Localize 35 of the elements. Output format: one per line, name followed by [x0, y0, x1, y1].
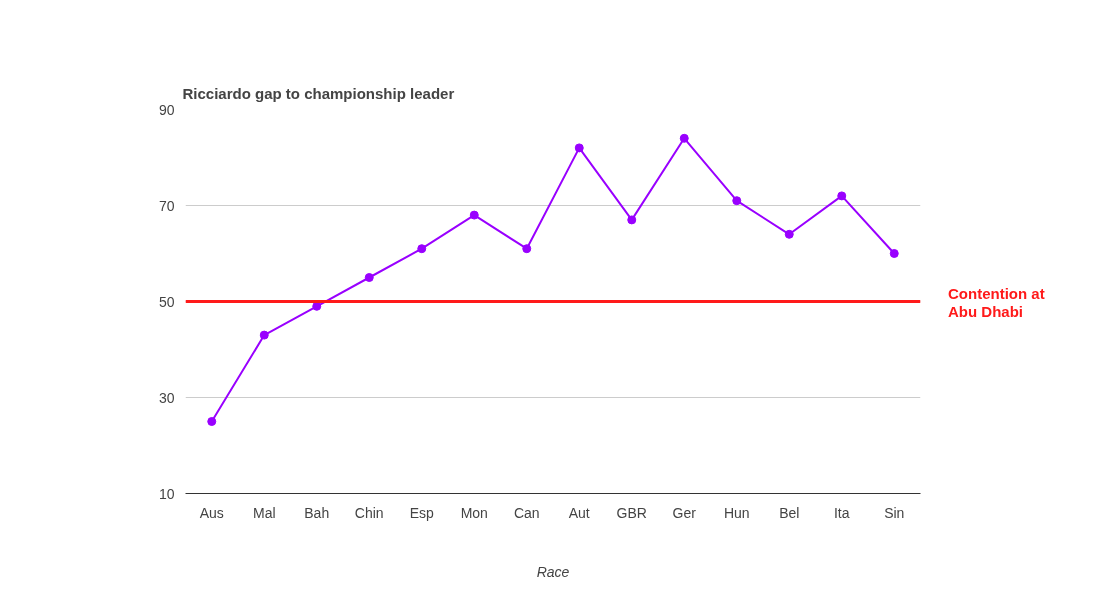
point: [574, 143, 584, 153]
x-tick-label: Hun: [723, 504, 750, 521]
y-tick-label: 90: [158, 101, 175, 118]
y-tick-label: 30: [158, 389, 175, 406]
point: [732, 196, 742, 206]
point: [837, 191, 847, 201]
point: [207, 417, 217, 426]
x-tick-label: Aus: [199, 504, 224, 521]
x-tick-label: Ita: [833, 504, 850, 521]
x-tick-label: Can: [513, 504, 540, 521]
x-tick-label: Mal: [252, 504, 276, 521]
x-tick-label: Bel: [779, 504, 800, 521]
point: [259, 330, 269, 340]
point: [522, 244, 532, 254]
ref-line-label: Contention at Abu Dhabi: [948, 285, 1045, 321]
x-tick-label: Chin: [354, 504, 384, 521]
point: [889, 249, 899, 258]
x-tick-label: Bah: [304, 504, 330, 521]
point: [679, 133, 689, 143]
chart-title: Ricciardo gap to championship leader: [182, 85, 455, 102]
point: [784, 229, 794, 239]
x-axis-title: Race: [536, 563, 570, 580]
point: [469, 210, 479, 220]
point: [417, 244, 427, 254]
x-tick-label: Ger: [672, 504, 697, 521]
point: [364, 273, 374, 282]
y-tick-label: 70: [158, 197, 175, 214]
x-tick-label: Mon: [460, 504, 488, 521]
y-tick-label: 10: [158, 485, 175, 502]
x-tick-label: Esp: [409, 504, 435, 521]
x-tick-label: GBR: [616, 504, 647, 521]
y-tick-label: 50: [158, 293, 175, 310]
point: [627, 215, 637, 225]
x-tick-label: Aut: [568, 504, 590, 521]
x-tick-label: Sin: [884, 504, 905, 521]
